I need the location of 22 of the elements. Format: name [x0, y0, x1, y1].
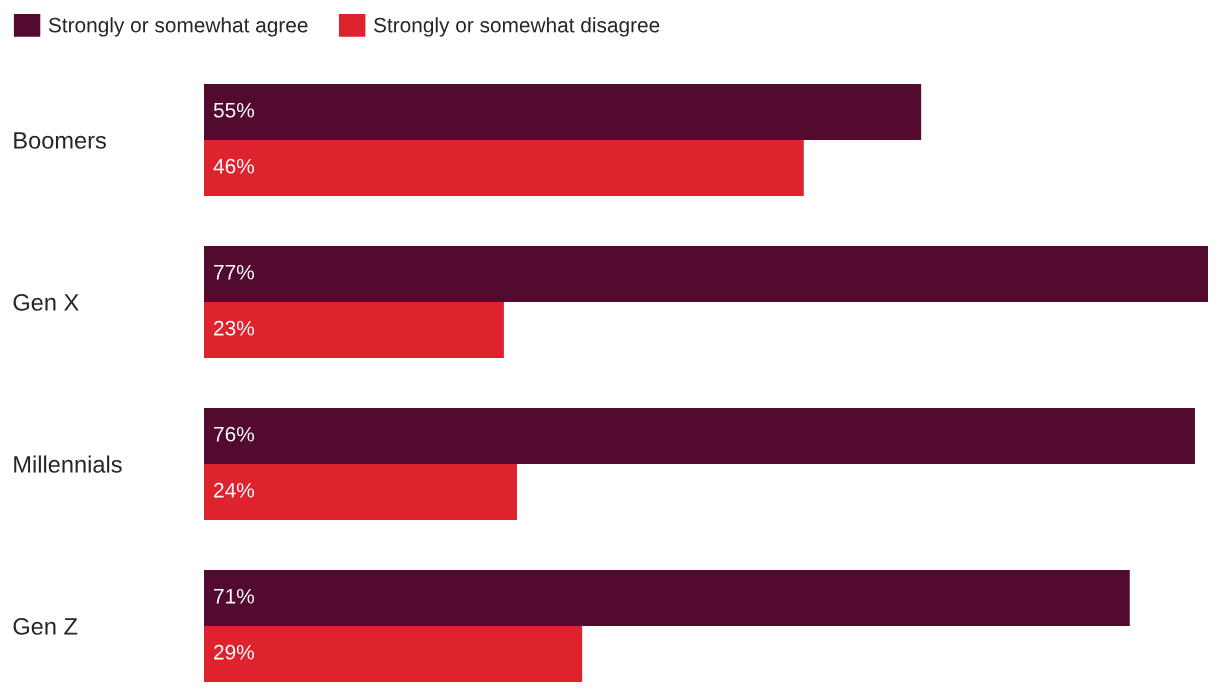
bar	[204, 570, 1130, 626]
bar	[204, 464, 517, 520]
legend-label: Strongly or somewhat agree	[48, 17, 308, 37]
data-label: 46%	[213, 158, 254, 174]
bar	[204, 140, 804, 196]
data-label: 24%	[214, 482, 254, 498]
data-label: 71%	[214, 588, 254, 604]
data-label: 77%	[214, 264, 254, 280]
data-label: 23%	[214, 320, 254, 336]
bar	[204, 84, 922, 140]
data-label: 29%	[214, 644, 254, 660]
legend-label: Strongly or somewhat disagree	[373, 17, 660, 37]
y-tick-label: Boomers	[14, 132, 106, 149]
bar	[204, 408, 1195, 464]
bar	[204, 302, 504, 358]
y-tick-label: Gen Z	[13, 618, 78, 635]
bar	[204, 246, 1208, 302]
y-tick-label: Millennials	[14, 455, 122, 473]
bar	[204, 626, 583, 682]
data-label: 55%	[213, 102, 254, 118]
y-tick-label: Gen X	[13, 294, 79, 311]
data-label: 76%	[214, 426, 254, 442]
